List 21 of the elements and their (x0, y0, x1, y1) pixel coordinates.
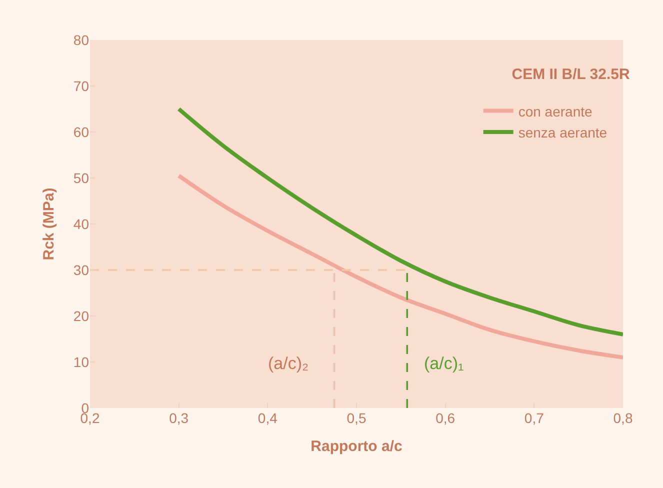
x-tick-label: 0,8 (613, 410, 633, 426)
y-tick-label: 50 (73, 170, 90, 186)
x-axis-title: Rapporto a/c (310, 438, 402, 455)
annotation: (a/c)₁ (424, 354, 464, 373)
y-tick-label: 20 (73, 308, 90, 324)
legend-label: con aerante (518, 103, 592, 120)
y-tick-label: 60 (73, 124, 90, 140)
x-tick-label: 0,7 (524, 410, 544, 426)
y-tick-label: 80 (73, 32, 90, 48)
annotation: (a/c)₂ (268, 354, 309, 373)
y-tick-label: 40 (73, 216, 90, 232)
x-tick-label: 0,6 (436, 410, 456, 426)
y-tick-label: 10 (73, 354, 90, 370)
text: CEM II B/L 32.5R (512, 66, 630, 83)
y-tick-label: 70 (73, 78, 90, 94)
x-tick-label: 0,5 (346, 410, 366, 426)
y-axis-title: Rck (MPa) (40, 188, 58, 260)
x-tick-label: 0,3 (169, 410, 189, 426)
legend-label: senza aerante (518, 124, 608, 140)
y-tick-label: 30 (73, 262, 90, 278)
x-tick-label: 0,4 (258, 410, 278, 426)
